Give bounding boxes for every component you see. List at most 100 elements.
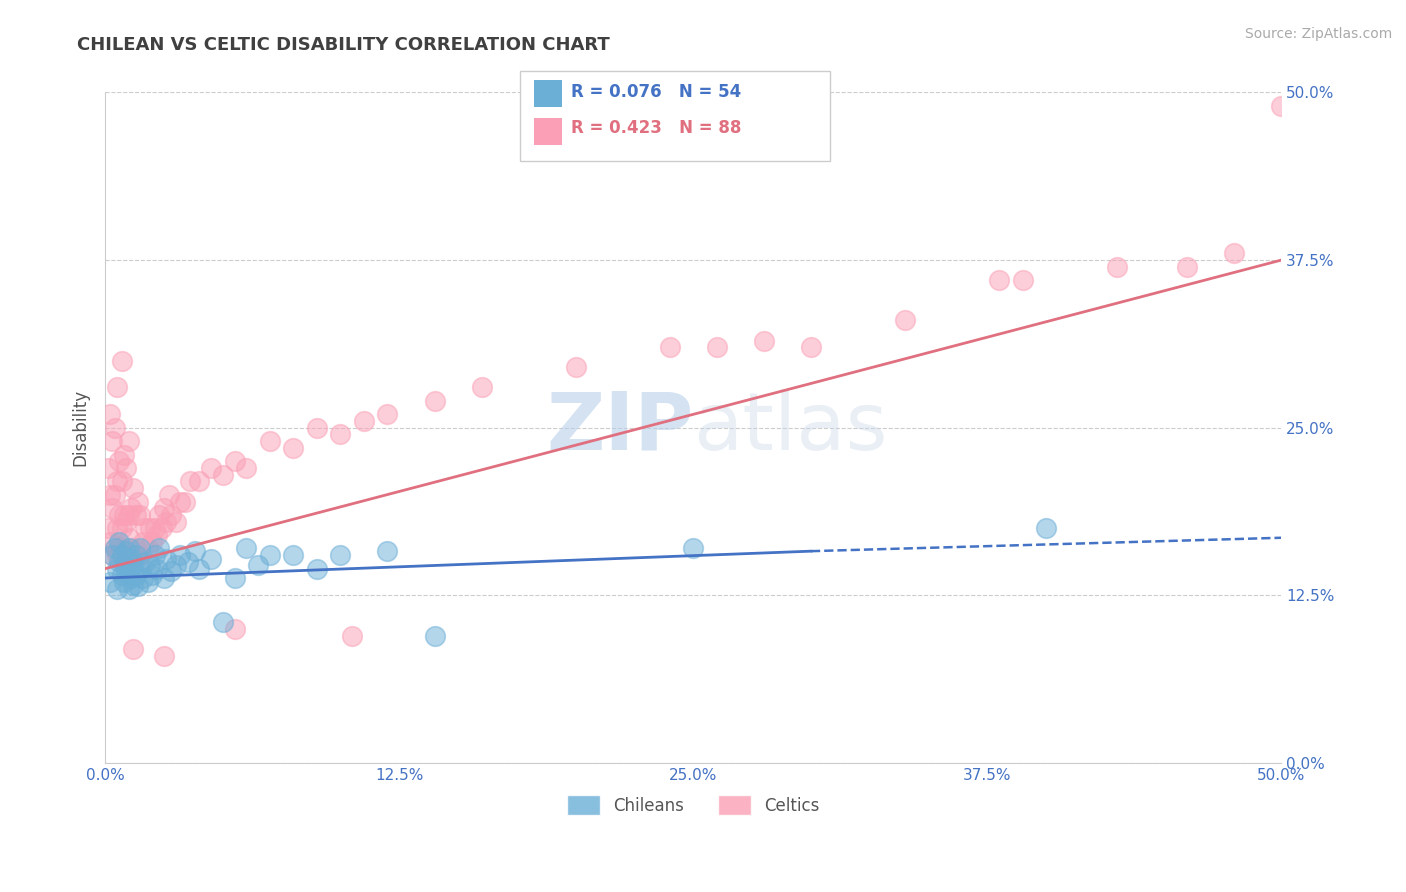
Point xyxy=(118,582,141,596)
Point xyxy=(179,475,201,489)
Point xyxy=(115,566,138,580)
Point xyxy=(127,579,149,593)
Point xyxy=(122,558,145,572)
Point xyxy=(752,334,775,348)
Point xyxy=(988,273,1011,287)
Point xyxy=(329,427,352,442)
Point xyxy=(112,448,135,462)
Point xyxy=(108,534,131,549)
Point xyxy=(129,548,152,562)
Point xyxy=(132,534,155,549)
Point xyxy=(108,541,131,556)
Point xyxy=(136,574,159,589)
Point xyxy=(155,552,177,566)
Point xyxy=(111,353,134,368)
Point xyxy=(118,541,141,556)
Point xyxy=(377,407,399,421)
Point xyxy=(305,561,328,575)
Point xyxy=(112,558,135,572)
Point xyxy=(211,615,233,630)
Point xyxy=(141,568,163,582)
Point xyxy=(101,548,124,562)
Point xyxy=(134,555,156,569)
Point xyxy=(1011,273,1033,287)
Point xyxy=(115,515,138,529)
Point xyxy=(127,548,149,562)
Point xyxy=(224,622,246,636)
Point xyxy=(97,461,120,475)
Point xyxy=(146,561,169,575)
Point xyxy=(169,548,191,562)
Point xyxy=(111,548,134,562)
Point xyxy=(115,544,138,558)
Point xyxy=(122,548,145,562)
Point xyxy=(105,561,128,575)
Point xyxy=(165,558,187,572)
Point xyxy=(894,313,917,327)
Point xyxy=(564,360,586,375)
Point xyxy=(105,475,128,489)
Point xyxy=(120,552,142,566)
Text: R = 0.423   N = 88: R = 0.423 N = 88 xyxy=(571,119,741,136)
Point xyxy=(115,461,138,475)
Point xyxy=(200,461,222,475)
Point xyxy=(118,555,141,569)
Point xyxy=(1223,246,1246,260)
Point xyxy=(377,544,399,558)
Point xyxy=(150,521,173,535)
Point xyxy=(139,521,162,535)
Point xyxy=(706,340,728,354)
Point xyxy=(105,380,128,394)
Point xyxy=(125,541,148,556)
Point xyxy=(342,629,364,643)
Point xyxy=(423,393,446,408)
Point xyxy=(148,541,170,556)
Point xyxy=(97,521,120,535)
Point xyxy=(105,582,128,596)
Point xyxy=(129,508,152,522)
Point xyxy=(235,541,257,556)
Point xyxy=(188,561,211,575)
Point xyxy=(118,564,141,578)
Point xyxy=(165,515,187,529)
Point xyxy=(101,434,124,449)
Point xyxy=(146,528,169,542)
Point xyxy=(98,574,121,589)
Point xyxy=(259,548,281,562)
Point xyxy=(176,555,198,569)
Point xyxy=(112,508,135,522)
Point xyxy=(104,541,127,556)
Point xyxy=(122,577,145,591)
Point xyxy=(101,501,124,516)
Point xyxy=(98,534,121,549)
Point xyxy=(125,548,148,562)
Point xyxy=(108,508,131,522)
Text: ZIP: ZIP xyxy=(546,389,693,467)
Point xyxy=(122,481,145,495)
Point xyxy=(305,421,328,435)
Point xyxy=(111,521,134,535)
Text: atlas: atlas xyxy=(693,389,887,467)
Point xyxy=(98,488,121,502)
Point xyxy=(111,548,134,562)
Point xyxy=(1105,260,1128,274)
Point xyxy=(105,548,128,562)
Point xyxy=(329,548,352,562)
Point xyxy=(127,494,149,508)
Point xyxy=(148,508,170,522)
Point xyxy=(108,555,131,569)
Point xyxy=(658,340,681,354)
Point xyxy=(423,629,446,643)
Point xyxy=(153,571,176,585)
Point xyxy=(224,454,246,468)
Point xyxy=(143,521,166,535)
Point xyxy=(134,521,156,535)
Point xyxy=(353,414,375,428)
Point xyxy=(1035,521,1057,535)
Point xyxy=(141,534,163,549)
Point xyxy=(105,521,128,535)
Point xyxy=(129,561,152,575)
Point xyxy=(471,380,494,394)
Point xyxy=(115,548,138,562)
Point xyxy=(800,340,823,354)
